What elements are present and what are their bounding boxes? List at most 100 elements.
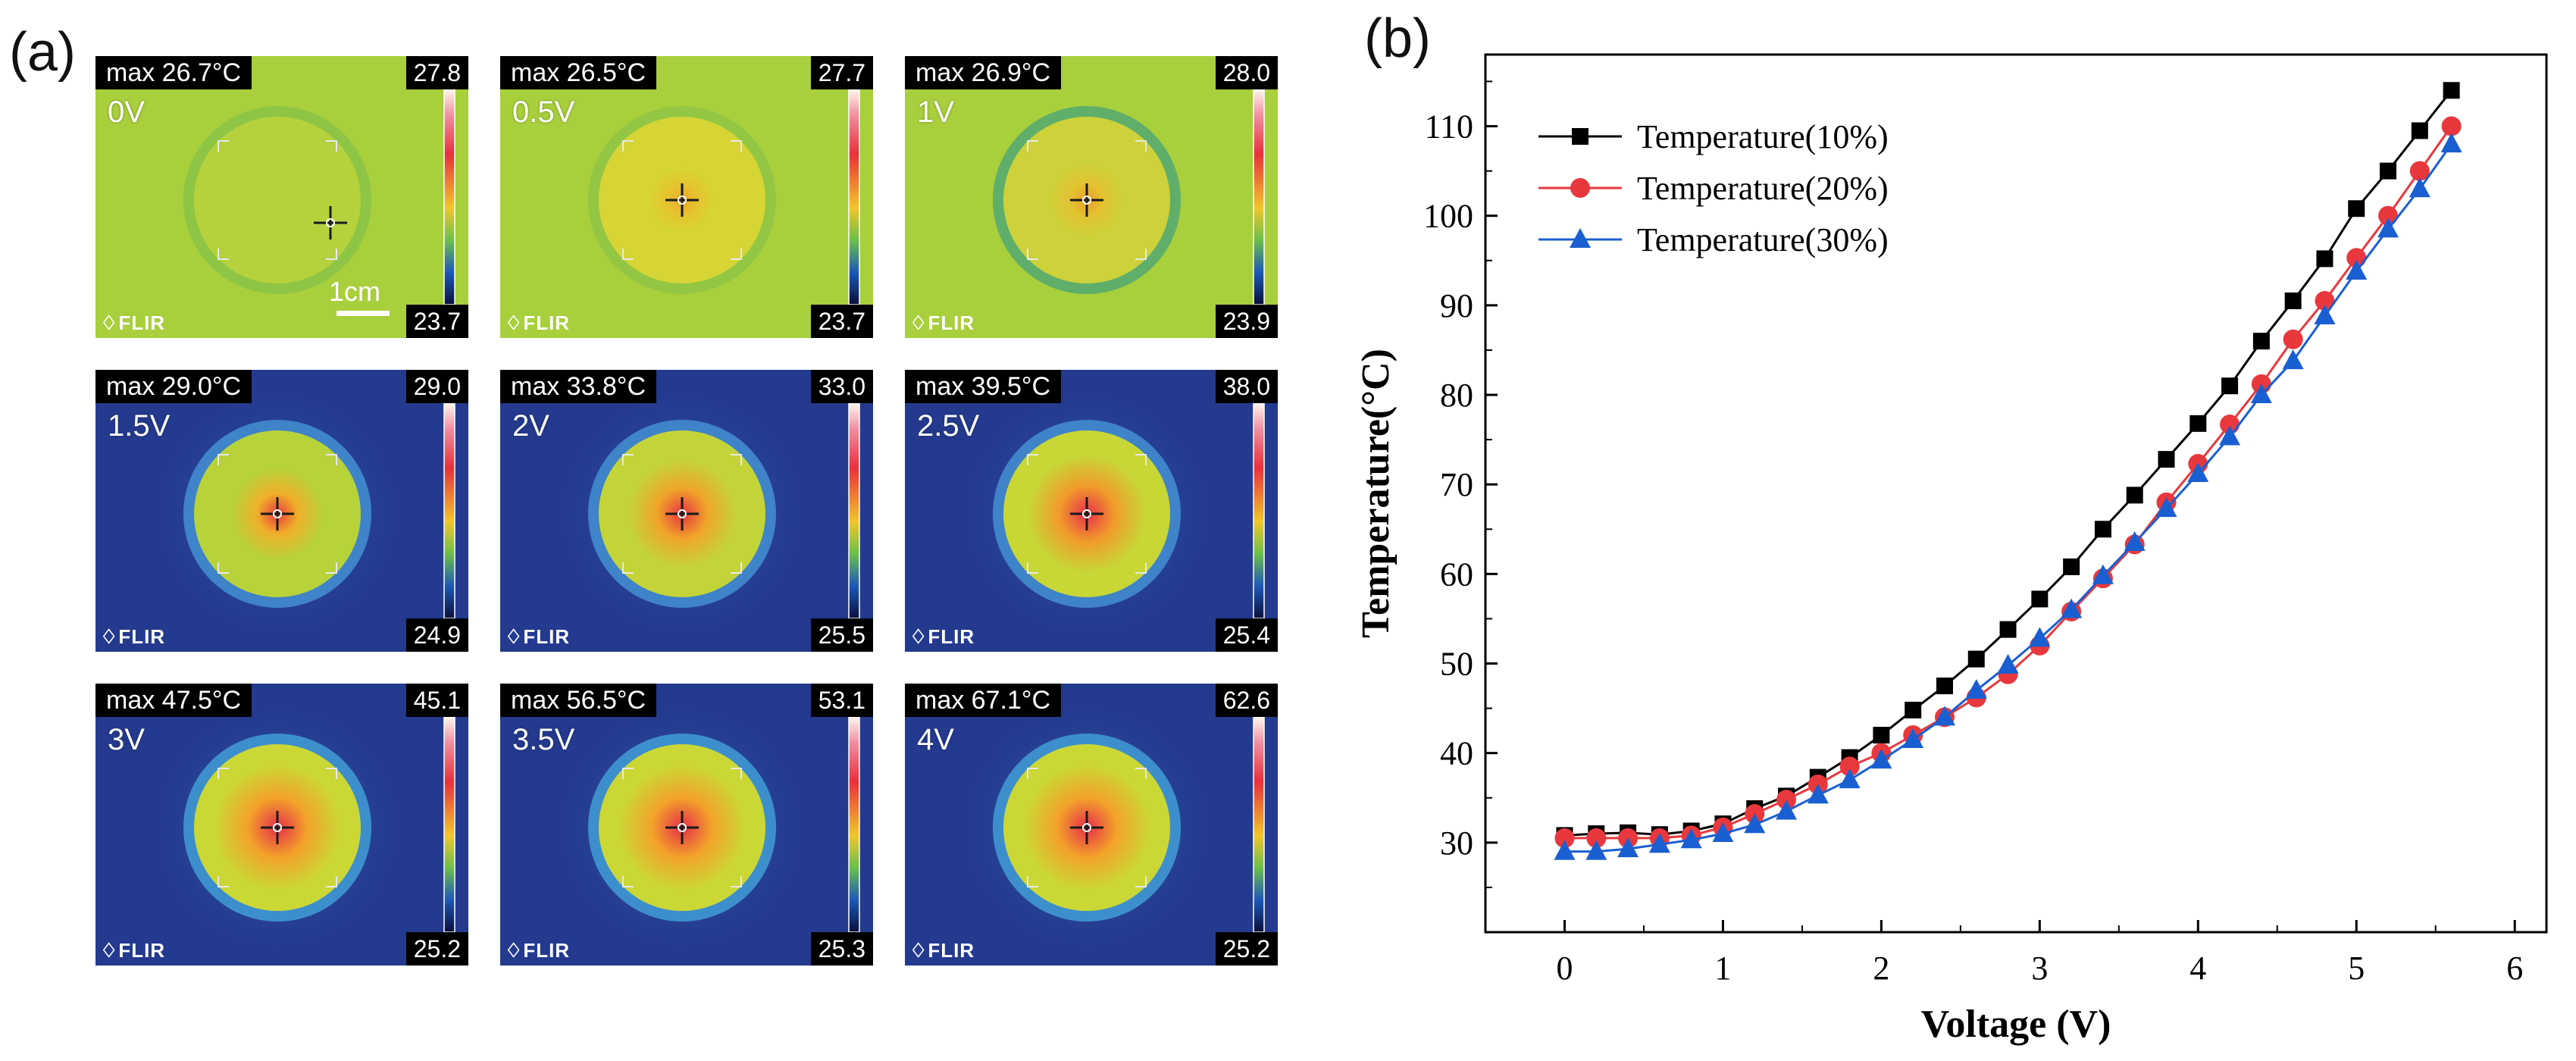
data-point [1839,768,1861,789]
y-tick-label: 80 [1440,377,1473,414]
data-point [1965,678,1987,699]
thermal-bracket [218,454,229,465]
data-point [2126,487,2143,504]
thermal-colorbar [848,402,860,619]
panel-label-a: (a) [9,22,76,83]
data-point [1712,822,1734,843]
x-tick-label: 6 [2506,950,2523,987]
flir-logo-icon: ♢ [909,311,928,334]
max-temperature-label: max 47.5°C [95,684,252,717]
thermal-bracket [1027,768,1038,779]
data-point [2092,564,2114,584]
thermal-image: max 67.1°C 62.6 25.2 4V ♢FLIR [905,684,1278,966]
x-tick-label: 1 [1714,950,1731,987]
data-point [1870,749,1892,769]
thermal-heatmap [500,684,873,966]
thermal-bracket [622,562,634,574]
data-point [1807,784,1829,804]
data-point [1933,706,1955,726]
max-temperature-label: max 26.5°C [500,56,657,89]
y-tick-label: 110 [1425,108,1473,146]
thermal-bracket [326,249,337,260]
crosshair-icon [273,509,282,518]
y-tick-label: 30 [1440,825,1473,862]
thermal-image: max 39.5°C 38.0 25.4 2.5V ♢FLIR [905,370,1278,652]
voltage-label: 2.5V [917,409,980,443]
data-point [1776,790,1797,810]
max-temperature-label: max 26.9°C [905,56,1062,89]
flir-logo: ♢FLIR [100,311,166,334]
thermal-heatmap [905,684,1278,966]
thermal-image: max 26.5°C 27.7 23.7 0.5V ♢FLIR [500,56,873,338]
crosshair-icon [678,509,687,518]
legend-label: Temperature(20%) [1637,170,1889,207]
data-point [2158,451,2175,468]
flir-logo-icon: ♢ [100,625,119,648]
voltage-label: 2V [512,409,549,443]
thermal-bracket [1135,876,1147,887]
flir-logo-icon: ♢ [909,625,928,648]
colorbar-min-label: 25.5 [810,618,873,652]
legend-marker [1572,128,1588,145]
flir-logo: ♢FLIR [505,625,571,648]
thermal-bracket [622,249,634,260]
colorbar-min-label: 25.3 [810,932,873,966]
voltage-label: 1V [917,95,954,129]
legend-label: Temperature(30%) [1637,221,1889,258]
thermal-disc [194,117,361,283]
y-tick-label: 70 [1440,466,1473,503]
data-point [2189,415,2207,432]
max-temperature-label: max 33.8°C [500,370,657,403]
voltage-label: 1.5V [108,409,171,443]
data-point [2282,349,2304,370]
thermal-image: max 29.0°C 29.0 24.9 1.5V ♢FLIR [95,370,468,652]
colorbar-min-label: 25.2 [405,932,468,966]
voltage-label: 3V [108,723,145,756]
data-point [1680,828,1702,849]
data-point [2380,162,2397,180]
data-point [1905,701,1922,718]
colorbar-max-label: 28.0 [1215,56,1278,89]
thermal-image: max 47.5°C 45.1 25.2 3V ♢FLIR [95,684,468,966]
thermal-heatmap [95,56,468,338]
data-point [2314,305,2336,325]
plot-frame [1484,53,2548,934]
thermal-bracket [1027,562,1038,574]
flir-logo: ♢FLIR [505,939,571,962]
scale-bar [336,311,390,316]
flir-logo-icon: ♢ [100,939,119,962]
colorbar-max-label: 45.1 [405,684,468,717]
thermal-image: max 26.9°C 28.0 23.9 1V ♢FLIR [905,56,1278,338]
data-point [1585,840,1607,860]
colorbar-max-label: 62.6 [1215,684,1278,717]
data-point [2283,329,2303,349]
y-tick-label: 50 [1440,646,1473,683]
thermal-bracket [731,768,742,779]
thermal-bracket [326,768,337,779]
colorbar-max-label: 29.0 [405,370,468,403]
colorbar-max-label: 27.7 [810,56,873,89]
data-point [2409,161,2430,181]
data-point [2094,521,2111,538]
thermal-heatmap [500,56,873,338]
voltage-label: 4V [917,723,954,756]
colorbar-max-label: 33.0 [810,370,873,403]
flir-logo: ♢FLIR [505,311,571,334]
thermal-bracket [218,562,229,574]
thermal-bracket [1135,562,1147,574]
thermal-bracket [1027,876,1038,887]
max-temperature-label: max 39.5°C [905,370,1062,403]
legend-marker [1570,228,1591,248]
colorbar-min-label: 24.9 [405,618,468,652]
thermal-bracket [622,140,634,152]
y-tick-label: 60 [1440,556,1473,593]
max-temperature-label: max 56.5°C [500,684,657,717]
thermal-heatmap [905,56,1278,338]
thermal-bracket [622,454,634,465]
max-temperature-label: max 26.7°C [95,56,252,89]
data-point [2348,200,2365,218]
data-point [2411,122,2428,139]
thermal-bracket [731,140,742,152]
crosshair-icon [678,823,687,832]
flir-logo-icon: ♢ [100,311,119,334]
